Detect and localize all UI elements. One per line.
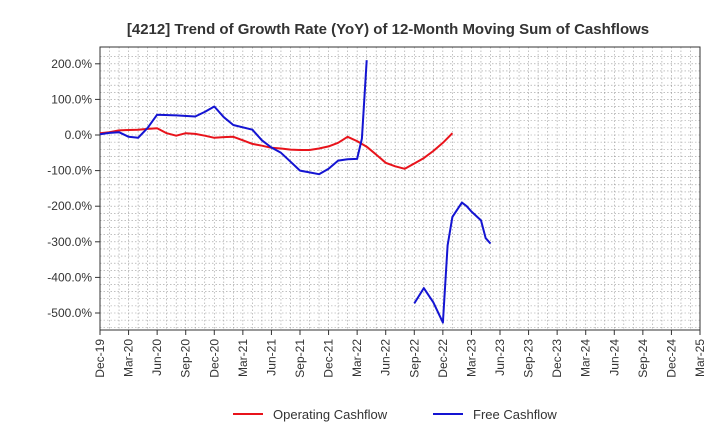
x-tick-label: Mar-25	[693, 339, 707, 377]
x-tick-label: Mar-22	[350, 339, 364, 377]
x-tick-label: Mar-24	[579, 339, 593, 377]
y-tick-label: 0.0%	[65, 128, 93, 142]
x-tick-label: Dec-20	[207, 339, 221, 378]
x-tick-label: Dec-21	[322, 339, 336, 378]
y-tick-label: -300.0%	[47, 235, 92, 249]
x-tick-label: Dec-23	[550, 339, 564, 378]
x-tick-label: Dec-19	[93, 339, 107, 378]
x-tick-label: Mar-21	[236, 339, 250, 377]
series-lines	[99, 60, 492, 324]
x-tick-label: Sep-23	[522, 339, 536, 378]
y-tick-label: 200.0%	[51, 57, 92, 71]
y-tick-label: 100.0%	[51, 92, 92, 106]
legend-label-free-cashflow: Free Cashflow	[473, 407, 557, 422]
y-tick-label: -500.0%	[47, 306, 92, 320]
x-tick-label: Sep-22	[407, 339, 421, 378]
x-tick-label: Dec-22	[436, 339, 450, 378]
chart-title: [4212] Trend of Growth Rate (YoY) of 12-…	[127, 21, 649, 38]
legend: Operating Cashflow Free Cashflow	[233, 407, 557, 422]
x-tick-label: Mar-20	[122, 339, 136, 377]
grid	[99, 47, 701, 330]
x-tick-label: Jun-20	[150, 339, 164, 376]
x-tick-label: Dec-24	[664, 339, 678, 378]
plot-area-frame	[99, 46, 701, 331]
x-tick-label: Sep-24	[636, 339, 650, 378]
x-axis: Dec-19 Mar-20 Jun-20 Sep-20 Dec-20 Mar-21 Jun-…	[93, 330, 707, 378]
x-tick-label: Sep-20	[179, 339, 193, 378]
x-tick-label: Mar-23	[464, 339, 478, 377]
series-line-free-cashflow	[99, 60, 368, 176]
x-tick-label: Jun-22	[379, 339, 393, 376]
series-line-operating-cashflow	[99, 127, 454, 170]
series-line-free-cashflow	[413, 201, 492, 324]
x-tick-label: Jun-21	[264, 339, 278, 376]
x-tick-label: Jun-24	[607, 339, 621, 376]
y-tick-label: -400.0%	[47, 270, 92, 284]
y-axis: 200.0% 100.0% 0.0% -100.0% -200.0% -300.0% -40…	[47, 57, 100, 320]
x-tick-label: Jun-23	[493, 339, 507, 376]
y-tick-label: -100.0%	[47, 164, 92, 178]
legend-label-operating-cashflow: Operating Cashflow	[273, 407, 388, 422]
x-tick-label: Sep-21	[293, 339, 307, 378]
y-tick-label: -200.0%	[47, 199, 92, 213]
